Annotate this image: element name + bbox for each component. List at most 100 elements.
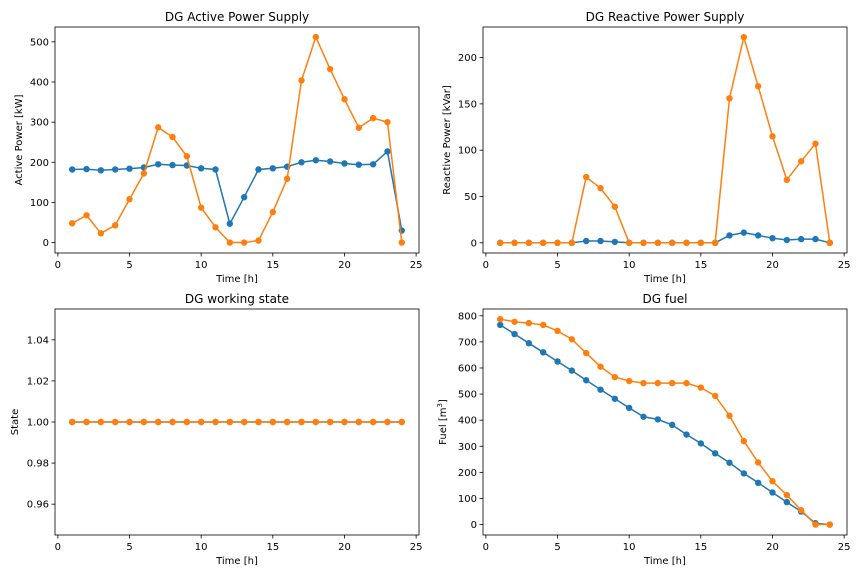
x-tick-label: 5 [554,260,560,271]
data-point [797,158,805,165]
data-point [683,239,690,247]
data-point [341,418,348,426]
data-point [140,418,148,426]
data-point [111,222,119,229]
data-point [668,379,676,387]
data-point [197,165,205,172]
y-tick-label: 200 [30,158,49,169]
data-point [69,166,76,173]
y-ticks: 0 100 200 300 400 500 600 700 800 [458,311,483,531]
data-point [497,321,504,329]
x-tick-label: 10 [623,542,636,553]
data-point [298,159,305,166]
y-tick-label: 50 [464,192,477,203]
data-point [740,437,748,445]
data-point [369,161,377,168]
data-point [226,220,234,227]
data-point [582,349,590,357]
y-tick-label: 400 [458,416,477,427]
data-point [255,237,262,244]
chart-title: DG Active Power Supply [165,10,309,24]
y-axis-label: State [10,409,21,435]
data-point [683,379,690,387]
data-point [369,418,377,426]
data-point [197,204,205,211]
data-point [240,418,248,426]
x-ticks: 0 5 10 15 20 25 [55,253,423,271]
data-point [539,349,547,356]
data-point [640,379,647,387]
data-point [539,239,547,247]
x-tick-label: 5 [126,260,132,271]
y-tick-label: 1.00 [27,418,49,429]
data-point [183,153,191,160]
data-point [683,431,690,438]
x-tick-label: 0 [55,260,61,271]
subplot-active-power: DG Active Power Supply 0 5 10 15 20 25 0 100 20… [14,10,423,285]
data-point [69,418,76,426]
x-ticks: 0 5 10 15 20 25 [55,535,423,553]
data-point [640,413,647,420]
data-point [525,239,533,247]
x-tick-label: 10 [623,260,636,271]
data-point [625,239,633,247]
data-point [654,416,662,423]
data-point [783,491,791,499]
data-point [212,418,219,426]
data-point [826,521,833,528]
data-point [111,166,119,173]
data-point [597,184,604,192]
data-point [568,239,576,247]
x-tick-label: 20 [766,260,779,271]
y-tick-label: 500 [30,37,49,48]
data-point [269,165,277,172]
data-point [355,124,363,131]
data-point [169,161,176,169]
y-tick-label: 0.98 [27,459,49,470]
data-point [283,175,291,182]
data-point [154,418,162,426]
x-tick-label: 10 [195,542,208,553]
data-point [597,237,604,245]
y-tick-label: 100 [30,198,49,209]
data-point [754,83,762,90]
x-tick-label: 25 [410,260,423,271]
data-point [783,498,791,506]
data-point [611,238,619,246]
data-point [740,33,748,41]
y-tick-label: 100 [458,494,477,505]
series-line-1 [499,324,830,526]
data-point [126,418,133,426]
subplot-working-state: DG working state 0 5 10 15 20 25 0.96 0.98 1.00… [10,292,423,567]
data-point [497,239,504,247]
data-point [640,239,647,247]
data-point [111,418,119,426]
x-tick-label: 15 [266,260,279,271]
y-tick-label: 800 [458,311,477,322]
data-point [769,478,776,485]
x-tick-label: 0 [483,542,489,553]
data-point [740,470,748,477]
data-point [654,239,662,247]
data-point [269,418,277,426]
data-point [812,521,819,528]
data-point [740,229,748,236]
chart-title: DG Reactive Power Supply [586,10,745,24]
data-point [769,489,776,496]
data-point [554,239,561,247]
data-point [255,166,262,173]
x-axis-label: Time [h] [643,556,686,567]
y-tick-label: 200 [458,468,477,479]
y-tick-label: 700 [458,337,477,348]
data-point [783,236,791,244]
y-tick-label: 600 [458,363,477,374]
data-point [582,237,590,245]
data-point [511,318,518,325]
y-tick-label: 300 [30,118,49,129]
y-tick-label: 0 [471,520,477,531]
data-point [326,418,334,426]
x-tick-label: 5 [126,542,132,553]
x-axis-label: Time [h] [215,274,258,285]
data-point [140,170,148,177]
data-point [511,239,518,247]
